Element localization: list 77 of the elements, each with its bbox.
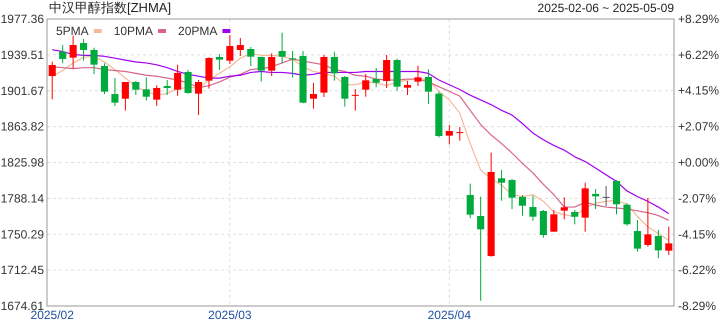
- candlestick: [111, 78, 118, 106]
- y-tick-label: 1863.82: [0, 120, 44, 134]
- candlestick: [362, 74, 370, 98]
- candlestick: [174, 64, 182, 96]
- y2-tick-label: +4.15%: [678, 84, 720, 98]
- legend-label: 10PMA: [114, 24, 154, 38]
- candlestick: [258, 56, 265, 82]
- candlestick: [330, 51, 338, 82]
- y2-tick-label: +6.22%: [678, 48, 720, 62]
- candlestick: [550, 209, 558, 232]
- y-tick-label: 1788.14: [0, 191, 44, 206]
- y-tick-label: 1939.51: [0, 48, 44, 62]
- y2-tick-label: +2.07%: [678, 120, 720, 134]
- candlestick: [508, 178, 516, 210]
- candlestick: [612, 180, 620, 215]
- y-tick-label: 1901.67: [0, 84, 44, 98]
- candlestick: [90, 47, 98, 75]
- legend-label: 5PMA: [56, 24, 89, 38]
- candlestick: [351, 88, 360, 112]
- candlestick: [341, 76, 348, 108]
- candlestick: [247, 46, 254, 66]
- candlestick: [236, 38, 244, 57]
- candlestick: [446, 124, 453, 145]
- y2-tick-label: -8.29%: [678, 299, 716, 313]
- candlestick: [529, 195, 536, 222]
- y2-tick-label: -4.15%: [678, 227, 716, 242]
- candlestick: [142, 76, 150, 102]
- y-tick-label: 1977.36: [0, 12, 44, 26]
- chart-subtitle: 2025-02-06 ~ 2025-05-09: [538, 1, 674, 15]
- candlestick: [372, 67, 380, 88]
- candlestick: [456, 126, 464, 142]
- candlestick: [132, 80, 140, 96]
- candlestick: [518, 194, 526, 216]
- candlestick: [164, 80, 171, 96]
- candlestick: [310, 82, 318, 110]
- candlestick: [216, 54, 223, 70]
- chart-title: 中汉甲醇指数[ZHMA]: [49, 0, 172, 15]
- candlestick: [226, 34, 234, 64]
- x-tick-label: 2025/03: [208, 308, 252, 320]
- candlestick: [48, 61, 56, 100]
- candlestick: [404, 80, 412, 96]
- y-tick-label: 1825.98: [0, 156, 44, 170]
- candlestick: [59, 44, 66, 64]
- candlestick: [540, 209, 547, 238]
- candlestick: [80, 38, 88, 62]
- y2-tick-label: +0.00%: [678, 156, 720, 170]
- y-tick-label: 1712.45: [0, 263, 44, 278]
- candlestick: [424, 68, 432, 104]
- candlestick: [466, 183, 474, 219]
- legend-label: 20PMA: [178, 24, 218, 38]
- y2-tick-label: +8.29%: [678, 12, 720, 26]
- candlestick: [571, 209, 578, 225]
- candlestick: [122, 82, 129, 112]
- candlestick: [665, 226, 672, 256]
- y2-tick-label: -2.07%: [678, 191, 716, 206]
- candlestick: [592, 188, 600, 210]
- candlestick: [654, 229, 662, 259]
- candlestick: [383, 54, 390, 88]
- candlestick: [477, 196, 484, 302]
- candlestick: [184, 69, 192, 94]
- candlestick: [153, 84, 160, 106]
- candlestick: [278, 32, 286, 64]
- y-tick-label: 1750.29: [0, 227, 44, 242]
- candlestick: [634, 220, 641, 252]
- candlestick: [560, 196, 568, 220]
- x-tick-label: 2025/04: [428, 308, 472, 320]
- candlestick: [205, 56, 213, 90]
- candlestick: [70, 35, 77, 69]
- candlestick: [623, 202, 631, 226]
- candlestick: [194, 80, 202, 116]
- candlestick: [289, 50, 296, 78]
- candlestick: [498, 169, 506, 202]
- candlestick: [268, 52, 276, 77]
- candlestick: [602, 185, 610, 206]
- y2-tick-label: -6.22%: [678, 263, 716, 278]
- candlestick: [414, 65, 422, 86]
- candlestick: [644, 198, 652, 248]
